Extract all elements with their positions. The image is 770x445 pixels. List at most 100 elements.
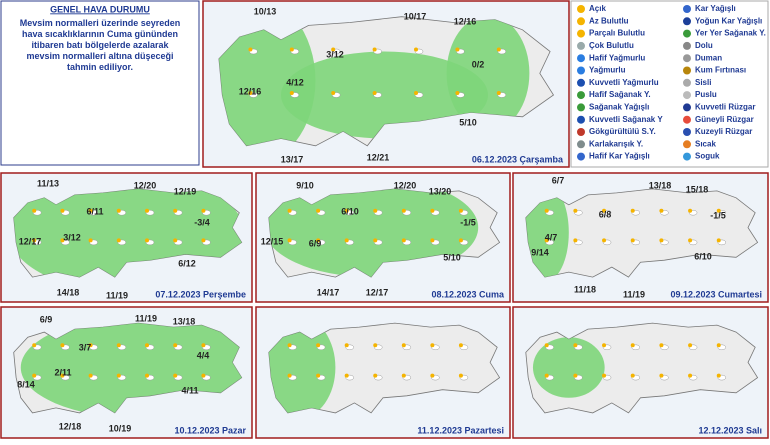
legend-label: Sağanak Yağışlı: [589, 103, 649, 112]
legend-icon: [577, 17, 585, 26]
weather-icon-sun: [630, 208, 635, 213]
weather-icon-sun: [145, 238, 149, 243]
legend-icon: [683, 66, 691, 75]
temperature-label: 13/17: [281, 154, 304, 164]
legend-icon: [683, 78, 691, 87]
temperature-label: 8/14: [17, 379, 35, 389]
map-date: 12.12.2023 Salı: [698, 425, 762, 435]
weather-icon-sun: [496, 91, 501, 95]
legend-icon: [577, 115, 585, 124]
weather-icon-sun: [145, 208, 149, 213]
temperature-label: 4/7: [545, 232, 558, 242]
weather-icon-sun: [455, 47, 460, 52]
temperature-label: 2/11: [54, 367, 71, 377]
weather-icon-sun: [544, 238, 549, 243]
legend-label: Kuvvetli Sağanak Y: [589, 115, 663, 124]
legend-label: Duman: [695, 53, 722, 62]
temperature-label: 4/12: [286, 77, 304, 87]
temperature-label: 12/17: [19, 236, 42, 246]
temperature-label: -1/5: [460, 217, 476, 227]
weather-icon-sun: [716, 208, 721, 213]
weather-icon-sun: [173, 208, 178, 213]
weather-icon-sun: [496, 47, 501, 52]
legend-label: Hafif Yağmurlu: [589, 53, 645, 62]
header-title: GENEL HAVA DURUMU: [50, 4, 150, 14]
legend-label: Sıcak: [695, 139, 716, 148]
temperature-label: 12/17: [366, 287, 389, 297]
weather-icon-sun: [116, 238, 121, 243]
legend-label: Yoğun Kar Yağışlı: [695, 16, 762, 25]
rain-area: [532, 337, 605, 398]
rain-area: [268, 323, 336, 413]
legend-icon: [683, 41, 691, 50]
weather-icon-sun: [289, 47, 294, 52]
legend-icon: [683, 91, 691, 100]
rain-zone: [532, 337, 605, 398]
weather-icon-sun: [716, 373, 721, 378]
weather-icon-sun: [688, 238, 693, 243]
weather-icon-sun: [659, 238, 664, 243]
legend-icon: [577, 103, 585, 112]
temperature-label: 10/17: [404, 11, 427, 21]
temperature-label: 6/7: [552, 175, 565, 185]
weather-icon-sun: [430, 208, 435, 213]
weather-icon-sun: [630, 373, 635, 378]
legend-label: Kuzeyli Rüzgar: [695, 127, 752, 136]
rain-zone: [268, 188, 479, 278]
temperature-label: -1/5: [710, 210, 726, 220]
legend-icon: [683, 5, 691, 13]
temperature-label: 5/10: [443, 252, 461, 262]
rain-zone: [446, 16, 530, 132]
legend-icon: [683, 29, 691, 38]
weather-icon-sun: [544, 208, 549, 213]
weather-icon-sun: [316, 208, 321, 213]
temperature-label: 9/14: [531, 247, 549, 257]
weather-icon-sun: [573, 373, 578, 378]
weather-icon-sun: [414, 47, 418, 52]
weather-icon-sun: [289, 91, 294, 95]
legend-label: Açık: [589, 4, 606, 13]
weather-icon-sun: [401, 238, 406, 243]
legend-label: Kuvvetli Rüzgar: [695, 103, 755, 112]
legend-label: Hafif Sağanak Y.: [589, 90, 651, 99]
weather-icon-sun: [602, 238, 607, 243]
weather-icon-sun: [60, 373, 65, 378]
temperature-label: 4/4: [197, 350, 210, 360]
weather-icon-sun: [173, 343, 178, 348]
temperature-label: 12/16: [239, 86, 262, 96]
legend-icon: [683, 17, 691, 26]
weather-icon-sun: [573, 343, 578, 348]
legend-icon: [577, 152, 585, 161]
map-date: 11.12.2023 Pazartesi: [417, 425, 504, 435]
weather-icon-sun: [116, 208, 121, 213]
weather-icon-sun: [316, 373, 321, 378]
weather-icon-sun: [344, 238, 349, 243]
legend-icon: [577, 78, 585, 87]
weather-icon-sun: [688, 343, 693, 348]
weather-icon-sun: [88, 373, 93, 378]
temperature-label: 12/15: [261, 236, 284, 246]
weather-icon-sun: [331, 47, 336, 52]
weather-icon-sun: [372, 91, 377, 95]
temperature-label: 9/10: [296, 180, 314, 190]
weather-icon-sun: [430, 238, 435, 243]
temperature-label: 11/19: [623, 289, 645, 299]
legend-label: Az Bulutlu: [589, 16, 629, 25]
temperature-label: 14/17: [317, 287, 340, 297]
weather-icon-sun: [716, 238, 721, 243]
temperature-label: 12/20: [134, 180, 157, 190]
weather-icon-sun: [544, 343, 549, 348]
temperature-label: 12/16: [454, 16, 477, 26]
legend-label: Soguk: [695, 152, 720, 161]
legend-label: Karlakarışık Y.: [589, 139, 643, 148]
weather-icon-sun: [201, 343, 206, 348]
temperature-label: 13/20: [429, 186, 452, 196]
legend-label: Kum Fırtınası: [695, 66, 746, 75]
weather-icon-sun: [201, 238, 206, 243]
weather-icon-sun: [659, 343, 664, 348]
weather-icon-sun: [688, 208, 693, 213]
header-text: Mevsim normalleri üzerinde seyreden hava …: [20, 18, 181, 72]
map-date: 06.12.2023 Çarşamba: [472, 154, 564, 164]
weather-icon-sun: [116, 373, 121, 378]
